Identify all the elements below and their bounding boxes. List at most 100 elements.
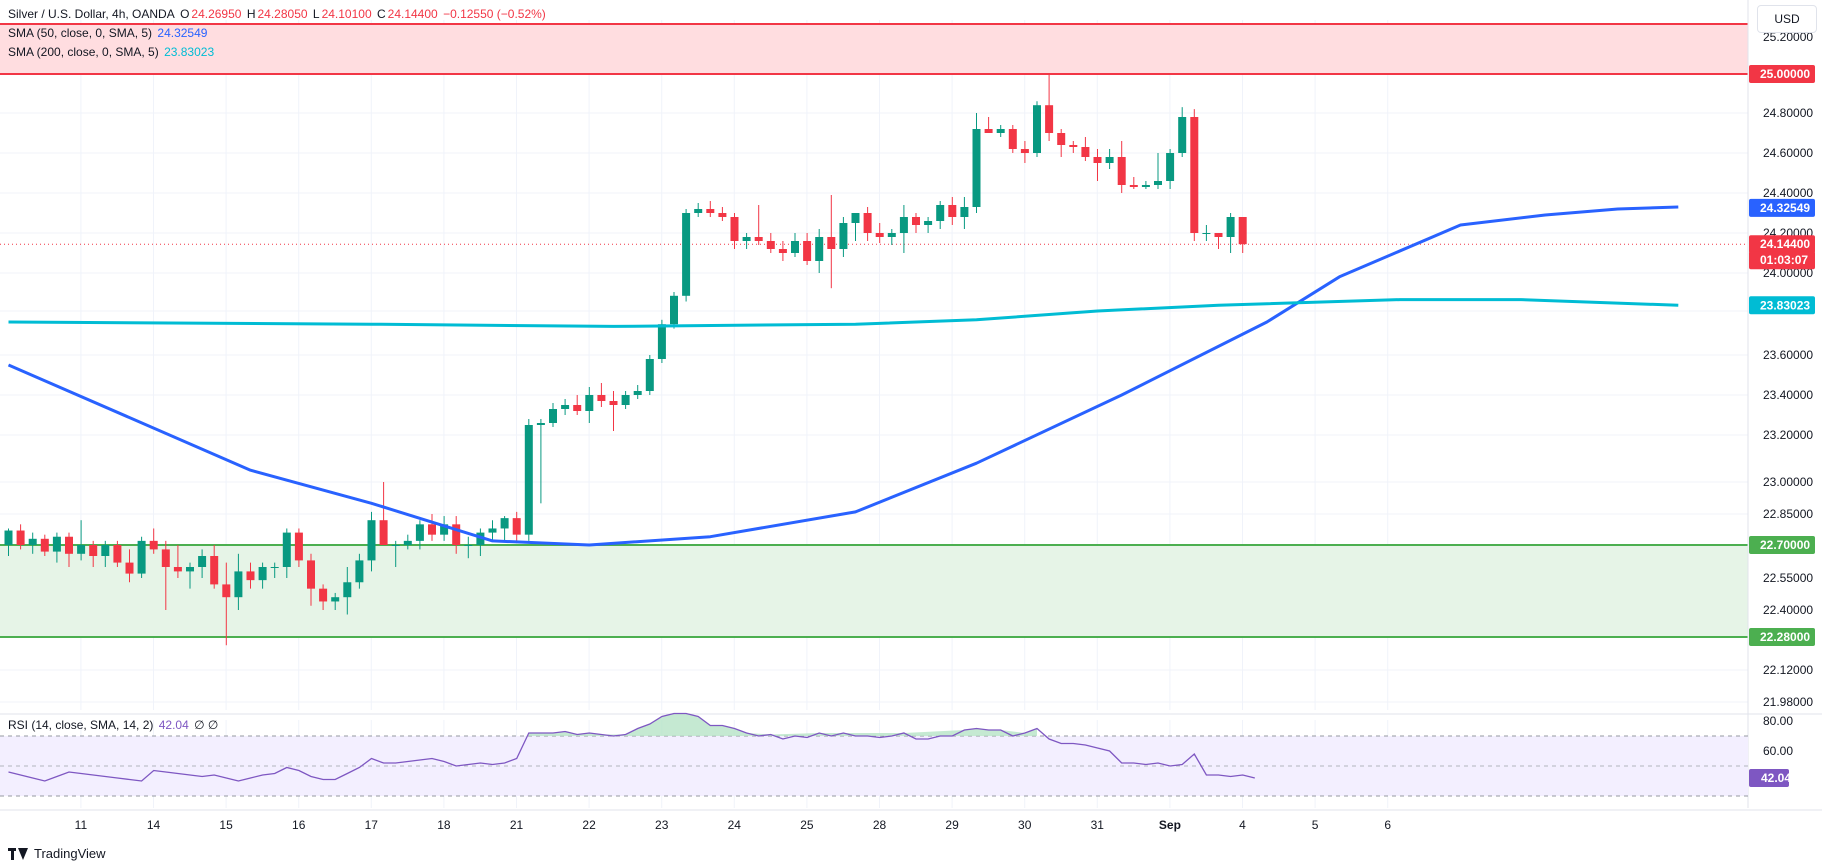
price-tick-label: 23.60000: [1763, 348, 1813, 362]
candle-bullish: [415, 524, 424, 541]
candle-bullish: [960, 207, 969, 217]
candle-bearish: [65, 536, 73, 554]
candle-bullish: [670, 295, 678, 325]
candle-bearish: [778, 249, 787, 253]
time-tick-label: 25: [800, 818, 814, 832]
candle-bearish: [706, 209, 715, 213]
price-label-text: 01:03:07: [1760, 253, 1808, 267]
time-tick-label: 17: [365, 818, 379, 832]
candle-bullish: [682, 213, 691, 296]
candle-bullish: [791, 241, 799, 253]
candle-bearish: [1020, 149, 1029, 153]
candle-bullish: [1226, 217, 1235, 237]
price-label-text: 22.28000: [1760, 630, 1810, 644]
candle-bearish: [730, 217, 739, 241]
price-tick-label: 22.85000: [1763, 507, 1813, 521]
price-label-box: [1749, 198, 1815, 217]
change-value: −0.12550 (−0.52%): [443, 7, 546, 21]
rsi-tick-label: 60.00: [1763, 744, 1793, 758]
price-label-box: [1749, 536, 1815, 554]
tradingview-logo[interactable]: TradingView: [8, 846, 106, 861]
candle-bearish: [912, 217, 920, 225]
price-tick-label: 24.00000: [1763, 266, 1813, 280]
candle-bullish: [198, 556, 207, 567]
candle-bullish: [621, 395, 630, 405]
candle-bearish: [1057, 133, 1066, 145]
price-tick-label: 23.00000: [1763, 475, 1813, 489]
close-label: C: [376, 7, 386, 21]
rsi-value-label: 42.04: [1761, 771, 1791, 785]
candle-bullish: [549, 409, 557, 423]
candle-bullish: [282, 532, 291, 567]
candle-bullish: [1154, 181, 1162, 185]
sma200-legend[interactable]: SMA (200, close, 0, SMA, 5) 23.83023: [8, 44, 216, 60]
candle-bearish: [1190, 117, 1199, 233]
candle-bullish: [343, 582, 352, 598]
price-tick-label: 23.20000: [1763, 428, 1813, 442]
candle-bearish: [294, 532, 303, 561]
time-tick-label: 6: [1384, 818, 1391, 832]
price-label-text: 23.83023: [1760, 298, 1810, 312]
time-tick-label: 18: [437, 818, 451, 832]
candle-bearish: [1238, 217, 1247, 245]
candle-bullish: [234, 571, 243, 598]
candle-bullish: [488, 528, 497, 533]
candle-bearish: [875, 233, 884, 237]
candle-bearish: [319, 588, 328, 602]
candle-bullish: [815, 237, 824, 261]
currency-button[interactable]: USD: [1757, 5, 1817, 33]
low-value: 24.10100: [321, 7, 372, 21]
candle-bearish: [173, 567, 182, 572]
candle-bearish: [1081, 147, 1090, 157]
candle-bullish: [500, 518, 509, 529]
sma200-label: SMA (200, close, 0, SMA, 5): [8, 45, 159, 59]
candle-bearish: [161, 549, 170, 567]
price-label-box: [1749, 251, 1815, 270]
candle-bullish: [137, 540, 146, 574]
time-tick-label: 11: [75, 818, 88, 832]
candle-bullish: [186, 567, 194, 572]
time-tick-label: 14: [147, 818, 161, 832]
candle-bearish: [89, 545, 98, 556]
price-axis-background: [1748, 0, 1822, 810]
candle-bullish: [742, 237, 751, 241]
time-tick-label: 23: [655, 818, 669, 832]
price-label-box: [1749, 65, 1815, 83]
rsi-extra: ∅ ∅: [194, 718, 219, 732]
price-label-text: 25.00000: [1760, 67, 1810, 81]
sma50-legend[interactable]: SMA (50, close, 0, SMA, 5) 24.32549: [8, 25, 209, 41]
candle-bullish: [403, 540, 412, 545]
time-tick-label: 21: [510, 818, 524, 832]
rsi-value-box: [1749, 769, 1789, 787]
candle-bullish: [851, 213, 860, 223]
candle-bullish: [101, 545, 110, 556]
time-tick-label: 29: [945, 818, 959, 832]
rsi-legend[interactable]: RSI (14, close, SMA, 14, 2) 42.04 ∅ ∅: [8, 717, 220, 733]
candle-bearish: [609, 401, 618, 405]
price-tick-label: 24.40000: [1763, 186, 1813, 200]
price-label-box: [1749, 296, 1815, 315]
candle-bearish: [149, 540, 158, 550]
time-tick-label: 28: [873, 818, 887, 832]
rsi-tick-label: 80.00: [1763, 714, 1793, 728]
candle-bullish: [561, 405, 570, 409]
candle-bullish: [258, 567, 267, 581]
symbol-name: Silver / U.S. Dollar, 4h, OANDA: [8, 7, 175, 21]
candle-bullish: [52, 536, 61, 552]
candle-bearish: [113, 545, 122, 563]
rsi-value: 42.04: [158, 718, 189, 732]
candle-bullish: [839, 223, 848, 249]
candle-bearish: [307, 560, 315, 589]
candle-bearish: [803, 241, 812, 261]
time-tick-label: Sep: [1159, 818, 1181, 832]
candle-bearish: [1069, 145, 1078, 147]
candle-bullish: [464, 545, 473, 546]
candle-bearish: [452, 524, 461, 545]
symbol-legend: Silver / U.S. Dollar, 4h, OANDA O 24.2695…: [8, 6, 548, 22]
candle-bullish: [524, 425, 533, 535]
candle-bullish: [1166, 153, 1175, 181]
candle-bearish: [754, 237, 763, 241]
candle-bearish: [573, 405, 582, 411]
